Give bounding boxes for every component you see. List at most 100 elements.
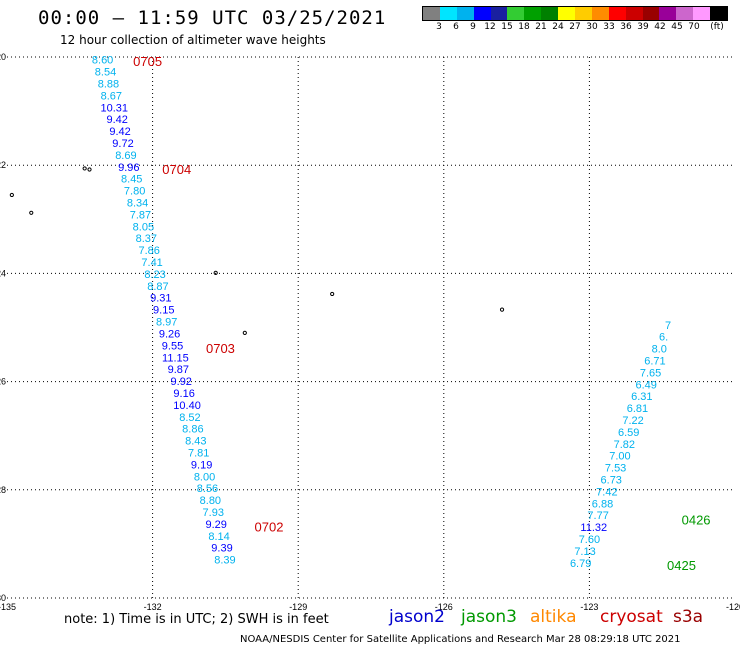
y-tick-label: -22: [0, 160, 6, 170]
wave-height-value: 8.23: [144, 269, 165, 281]
wave-height-value: 11.15: [162, 352, 189, 364]
wave-height-value: 7.53: [605, 463, 626, 475]
scale-swatch: [541, 7, 559, 20]
map-title: 00:00 – 11:59 UTC 03/25/2021: [38, 7, 387, 29]
y-tick-label: -24: [0, 268, 6, 278]
wave-height-value: 9.16: [173, 388, 194, 400]
legend-altika: altika: [530, 607, 577, 627]
wave-height-value: 7.22: [622, 415, 643, 427]
wave-height-value: 6.81: [627, 403, 648, 415]
wave-height-value: 8.87: [147, 281, 168, 293]
scale-label: 12: [484, 22, 496, 32]
wave-height-value: 9.15: [153, 305, 174, 317]
wave-height-value: 7.00: [609, 451, 630, 463]
scale-swatch: [642, 7, 660, 20]
wave-height-value: 7.82: [614, 439, 635, 451]
wave-height-value: 7.41: [141, 257, 162, 269]
scale-swatch: [490, 7, 508, 20]
pass-time-label: 0705: [133, 54, 162, 69]
wave-height-value: 8.86: [182, 424, 203, 436]
y-tick-label: -28: [0, 485, 6, 495]
scale-swatch: [439, 7, 457, 20]
island-dot: [87, 167, 92, 172]
scale-swatch: [625, 7, 643, 20]
x-tick-label: -123: [580, 602, 598, 612]
scale-swatch: [507, 7, 525, 20]
scale-label: 21: [535, 22, 547, 32]
pass-time-label: 0425: [667, 558, 696, 573]
wave-height-value: 7: [665, 320, 671, 332]
scale-label: 24: [552, 22, 564, 32]
wave-height-value: 8.45: [121, 174, 142, 186]
wave-height-value: 6.71: [644, 356, 665, 368]
wave-height-value: 8.97: [156, 317, 177, 329]
x-tick-label: -120: [726, 602, 740, 612]
wave-height-value: 7.60: [579, 534, 600, 546]
wave-height-value: 7.80: [124, 186, 145, 198]
wave-height-value: 8.69: [115, 150, 136, 162]
wave-height-value: 6.73: [601, 475, 622, 487]
scale-label: 45: [671, 22, 683, 32]
wave-height-value: 7.77: [587, 510, 608, 522]
scale-swatch: [456, 7, 474, 20]
x-tick-label: -132: [144, 602, 162, 612]
scale-swatch: [693, 7, 711, 20]
wave-height-value: 7.87: [130, 209, 151, 221]
legend-jason3: jason3: [461, 607, 517, 627]
wave-height-value: 8.37: [136, 233, 157, 245]
wave-height-value: 10.40: [173, 400, 201, 412]
color-scale: 3 6 9 12 15 18 21 24 27 30 33 36 39 42 45 70 (ft): [422, 6, 728, 35]
map-subtitle: 12 hour collection of altimeter wave hei…: [60, 33, 326, 47]
scale-label: 6: [453, 22, 459, 32]
wave-height-value: 8.67: [101, 90, 122, 102]
scale-swatch: [591, 7, 609, 20]
wave-height-value: 9.31: [150, 293, 171, 305]
x-tick-label: -129: [289, 602, 307, 612]
wave-height-value: 8.0: [652, 344, 667, 356]
legend-note: note: 1) Time is in UTC; 2) SWH is in fe…: [64, 612, 329, 627]
scale-swatch: [710, 7, 728, 20]
scale-swatch: [524, 7, 542, 20]
pass-time-label: 0426: [682, 513, 711, 528]
credit-line: NOAA/NESDIS Center for Satellite Applica…: [240, 634, 681, 645]
wave-height-value: 7.13: [574, 546, 595, 558]
scale-label: 27: [569, 22, 581, 32]
wave-height-value: 9.39: [211, 543, 232, 555]
scale-unit: (ft): [710, 22, 724, 32]
y-tick-label: -26: [0, 377, 6, 387]
pass-time-label: 0702: [255, 520, 284, 535]
wave-height-value: 8.60: [92, 55, 113, 67]
wave-height-value: 6.79: [570, 558, 591, 570]
wave-height-value: 7.65: [640, 367, 661, 379]
color-scale-labels: 3 6 9 12 15 18 21 24 27 30 33 36 39 42 45 70 (ft): [422, 21, 728, 35]
x-tick-label: -126: [435, 602, 453, 612]
wave-height-value: 8.54: [95, 67, 116, 79]
scale-label: 36: [620, 22, 632, 32]
wave-height-value: 9.55: [162, 340, 183, 352]
wave-height-value: 9.29: [205, 519, 226, 531]
y-tick-label: -20: [0, 52, 6, 62]
legend-s3a: s3a: [673, 607, 704, 627]
scale-label: 3: [436, 22, 442, 32]
wave-height-value: 8.39: [214, 555, 235, 567]
wave-height-value: 10.31: [100, 102, 128, 114]
island-dot: [9, 192, 14, 198]
wave-height-value: 9.92: [171, 376, 192, 388]
color-scale-swatches: [422, 6, 728, 21]
scale-swatch: [575, 7, 592, 20]
wave-height-value: 6.: [659, 332, 668, 344]
wave-height-value: 6.88: [592, 498, 613, 510]
y-tick-label: -30: [0, 593, 6, 603]
wave-height-value: 7.42: [596, 486, 617, 498]
scale-swatch: [423, 7, 440, 20]
wave-height-value: 8.43: [185, 436, 206, 448]
wave-height-value: 8.52: [179, 412, 200, 424]
scale-label: 15: [501, 22, 513, 32]
wave-height-value: 6.59: [618, 427, 639, 439]
scale-label: 70: [688, 22, 700, 32]
scale-swatch: [659, 7, 677, 20]
legend-cryosat: cryosat: [600, 607, 663, 627]
island-dot: [213, 270, 218, 275]
wave-height-value: 8.14: [208, 531, 229, 543]
